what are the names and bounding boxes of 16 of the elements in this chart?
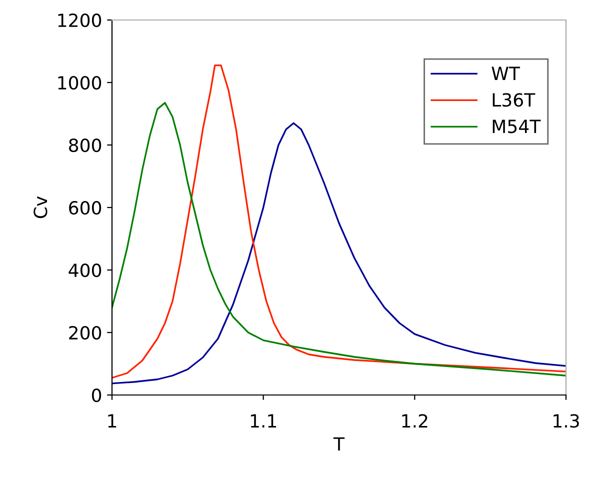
y-tick-label: 1200 (58, 13, 102, 28)
x-axis-title: T (333, 437, 345, 450)
x-tick-label: 1.2 (402, 414, 428, 428)
y-tick-label: 400 (68, 263, 102, 278)
x-tick-label: 1 (108, 414, 116, 428)
x-tick-label: 1.3 (554, 414, 579, 428)
y-tick-label: 0 (92, 388, 102, 402)
y-tick-label: 200 (69, 326, 102, 340)
x-tick-label: 1.1 (250, 414, 276, 428)
y-tick-label: 600 (69, 200, 102, 215)
y-tick-label: 1000 (58, 76, 102, 90)
legend-label: M54T (492, 120, 541, 134)
legend-label: L36T (492, 93, 536, 107)
legend-label: WT (492, 66, 520, 80)
y-axis-title: Cv (34, 196, 48, 218)
y-tick-label: 800 (69, 138, 102, 152)
